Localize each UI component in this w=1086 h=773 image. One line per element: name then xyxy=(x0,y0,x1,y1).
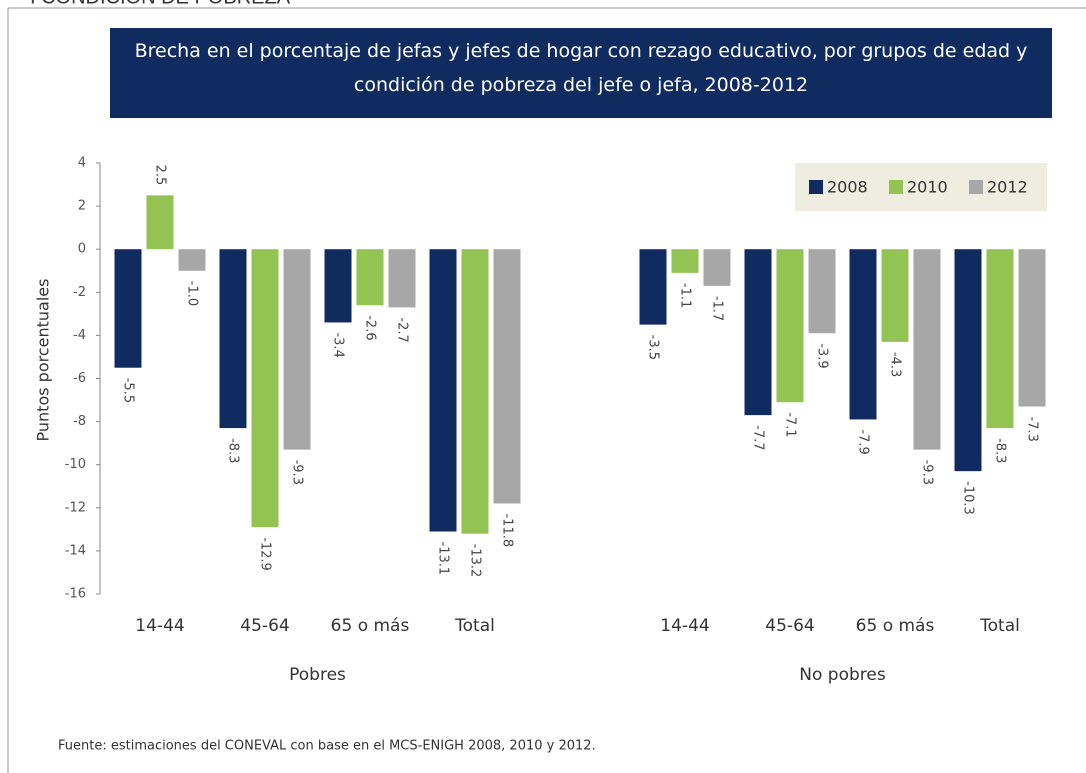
value-label: -9.3 xyxy=(920,460,935,485)
bar xyxy=(808,249,836,334)
value-label: -8.3 xyxy=(993,438,1008,463)
y-tick-label: -10 xyxy=(65,457,86,472)
value-label: -2.7 xyxy=(395,317,410,342)
y-tick-label: -6 xyxy=(73,371,86,386)
x-tick-label: 14-44 xyxy=(135,616,184,636)
bar xyxy=(913,249,941,450)
bar xyxy=(429,249,457,532)
value-label: -4.3 xyxy=(888,352,903,377)
value-label: -12.9 xyxy=(258,537,273,571)
legend-label: 2008 xyxy=(827,178,868,197)
value-label: -1.0 xyxy=(185,281,200,306)
bar xyxy=(388,249,416,308)
y-axis-label: Puntos porcentuales xyxy=(34,279,53,442)
value-label: -11.8 xyxy=(500,513,515,547)
y-tick-label: -4 xyxy=(73,328,86,343)
chart-title: Brecha en el porcentaje de jefas y jefes… xyxy=(134,40,1028,96)
bar xyxy=(954,249,982,472)
x-tick-label: Total xyxy=(454,616,495,636)
value-label: -2.6 xyxy=(363,315,378,340)
title-box xyxy=(110,28,1052,118)
bar xyxy=(461,249,489,534)
y-tick-label: -2 xyxy=(73,285,86,300)
legend-box xyxy=(795,163,1047,211)
y-tick-label: -16 xyxy=(65,587,86,602)
bar xyxy=(178,249,206,271)
page-header: I CONDICIÓN DE POBREZA xyxy=(30,0,291,8)
legend-label: 2012 xyxy=(987,178,1028,197)
group-label: No pobres xyxy=(799,665,886,685)
y-tick-label: 2 xyxy=(78,199,86,214)
bar xyxy=(356,249,384,306)
value-label: -1.1 xyxy=(678,283,693,308)
bar xyxy=(639,249,667,325)
group-label: Pobres xyxy=(289,665,346,685)
y-tick-label: -14 xyxy=(65,543,86,558)
bar xyxy=(776,249,804,403)
value-label: -5.5 xyxy=(121,378,136,403)
bar xyxy=(671,249,699,273)
y-tick-label: 0 xyxy=(78,242,86,257)
bar xyxy=(251,249,279,528)
value-label: -8.3 xyxy=(226,438,241,463)
source: Fuente: estimaciones del CONEVAL con bas… xyxy=(58,739,596,754)
title-holder: Brecha en el porcentaje de jefas y jefes… xyxy=(134,40,1028,96)
bar xyxy=(219,249,247,429)
legend-swatch xyxy=(809,180,823,194)
bar xyxy=(703,249,731,286)
x-tick-label: 45-64 xyxy=(765,616,814,636)
bar xyxy=(986,249,1014,429)
x-tick-label: Total xyxy=(979,616,1020,636)
frame xyxy=(7,7,1086,773)
x-tick-label: 45-64 xyxy=(240,616,289,636)
x-tick-label: 65 o más xyxy=(856,616,935,636)
value-label: -1.7 xyxy=(710,296,725,321)
bar xyxy=(283,249,311,450)
y-tick-label: 4 xyxy=(78,156,86,171)
y-tick-label: -8 xyxy=(73,414,86,429)
value-label: -7.7 xyxy=(751,425,766,450)
x-tick-label: 65 o más xyxy=(331,616,410,636)
bar xyxy=(493,249,521,504)
x-tick-label: 14-44 xyxy=(660,616,709,636)
value-label: -7.3 xyxy=(1025,417,1040,442)
bar xyxy=(324,249,352,323)
bar xyxy=(744,249,772,416)
value-label: -13.2 xyxy=(468,544,483,578)
value-label: -7.1 xyxy=(783,412,798,437)
bar xyxy=(849,249,877,420)
value-label: 2.5 xyxy=(153,165,168,186)
value-label: -7.9 xyxy=(856,429,871,454)
value-label: -3.4 xyxy=(331,332,346,357)
value-label: -3.9 xyxy=(815,343,830,368)
bar xyxy=(1018,249,1046,407)
value-label: -10.3 xyxy=(961,481,976,515)
legend-swatch xyxy=(889,180,903,194)
legend-swatch xyxy=(969,180,983,194)
value-label: -13.1 xyxy=(436,542,451,576)
value-label: -9.3 xyxy=(290,460,305,485)
bar xyxy=(146,195,174,250)
bar xyxy=(114,249,142,368)
value-label: -3.5 xyxy=(646,335,661,360)
bar xyxy=(881,249,909,342)
legend-label: 2010 xyxy=(907,178,948,197)
y-tick-label: -12 xyxy=(65,500,86,515)
